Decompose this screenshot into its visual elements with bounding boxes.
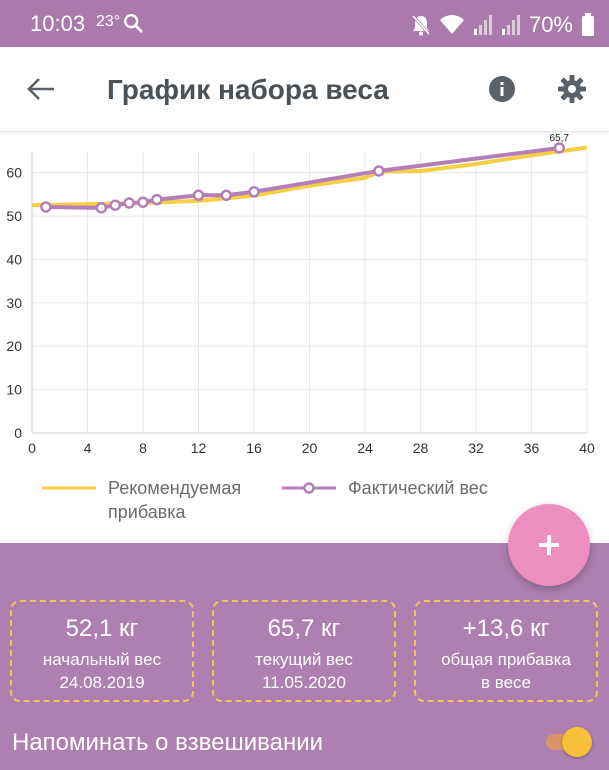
- arrow-left-icon[interactable]: [24, 72, 58, 106]
- last-point-label: 65,7: [550, 133, 570, 144]
- y-tick-label: 50: [6, 208, 22, 224]
- data-point-actual: [40, 201, 52, 213]
- app-bar: График набора веса: [0, 47, 609, 132]
- signal-icon: [473, 15, 492, 35]
- x-tick-label: 16: [246, 440, 262, 456]
- x-tick-label: 0: [28, 440, 36, 456]
- battery-percent: 70%: [528, 12, 573, 37]
- data-point-actual: [137, 196, 149, 208]
- data-point-actual: [95, 202, 108, 214]
- y-tick-label: 10: [6, 382, 22, 398]
- x-tick-label: 4: [84, 440, 92, 456]
- legend-label-actual: Фактический вес: [348, 478, 488, 498]
- x-tick-label: 12: [191, 440, 207, 456]
- current-weight-label: текущий вес: [255, 650, 353, 669]
- total-gain-label-line2: в весе: [480, 673, 531, 692]
- data-point-actual: [151, 193, 163, 206]
- x-tick-label: 36: [524, 440, 540, 456]
- stat-card-gain: +13,6 кг общая прибавка в весе: [414, 600, 598, 702]
- start-weight-value: 52,1 кг: [65, 615, 139, 642]
- status-icons: 70%: [411, 12, 595, 38]
- signal-icon: [501, 15, 520, 35]
- mute-icon: [411, 15, 431, 36]
- chart-legend: Рекомендуемая прибавка Фактический вес: [0, 476, 609, 536]
- toggle-knob: [562, 727, 592, 757]
- legend-label-recommended-line1: Рекомендуемая: [108, 478, 242, 498]
- current-weight-value: 65,7 кг: [267, 615, 341, 642]
- add-weight-button[interactable]: [508, 504, 590, 586]
- series-line-recommended: [31, 145, 588, 208]
- weight-chart-svg: 0 4 8 12 16 20 24 28 32 36 40 0 10 20 30 40 50 60 65,7: [6, 133, 595, 456]
- y-tick-label: 30: [6, 295, 22, 311]
- status-bar: 10:03 23° 70%: [0, 0, 609, 47]
- data-point-actual: [123, 197, 135, 209]
- legend-item-recommended: Рекомендуемая прибавка: [42, 476, 241, 524]
- gear-icon[interactable]: [556, 73, 588, 105]
- wifi-icon: [439, 15, 464, 34]
- legend-label-recommended-line2: прибавка: [108, 502, 186, 522]
- x-tick-label: 8: [139, 440, 147, 456]
- search-icon: [124, 14, 143, 33]
- stat-card-start: 52,1 кг начальный вес 24.08.2019: [10, 600, 194, 702]
- x-tick-label: 20: [302, 440, 318, 456]
- x-tick-label: 28: [413, 440, 429, 456]
- x-tick-label: 24: [357, 440, 373, 456]
- data-point-actual: [373, 165, 385, 177]
- legend-item-actual: Фактический вес: [282, 476, 488, 500]
- data-point-actual: [109, 199, 121, 211]
- x-tick-label: 32: [468, 440, 484, 456]
- data-point-actual: [248, 186, 260, 198]
- data-point-actual: [220, 189, 232, 202]
- summary-panel: 52,1 кг начальный вес 24.08.2019 65,7 кг…: [0, 543, 609, 770]
- battery-icon: [582, 13, 594, 36]
- total-gain-value: +13,6 кг: [462, 615, 550, 642]
- status-temperature: 23°: [96, 13, 121, 30]
- start-weight-date: 24.08.2019: [59, 673, 145, 692]
- start-weight-label: начальный вес: [42, 650, 162, 669]
- weigh-reminder-toggle[interactable]: [544, 727, 594, 757]
- y-tick-label: 40: [6, 251, 22, 267]
- x-tick-label: 40: [579, 440, 595, 456]
- page-title: График набора веса: [107, 74, 389, 105]
- legend-label-recommended: Рекомендуемая прибавка: [108, 476, 241, 524]
- total-gain-label: общая прибавка: [441, 650, 571, 669]
- y-tick-label: 0: [14, 425, 22, 441]
- legend-line-recommended: [42, 486, 96, 490]
- data-point-actual: [553, 142, 565, 154]
- current-weight-date: 11.05.2020: [262, 673, 346, 692]
- weight-chart: 0 4 8 12 16 20 24 28 32 36 40 0 10 20 30 40 50 60 65,7: [0, 133, 609, 543]
- y-tick-label: 20: [6, 338, 22, 354]
- info-icon[interactable]: [486, 73, 518, 105]
- plus-icon: [539, 535, 559, 555]
- y-tick-label: 60: [6, 165, 22, 181]
- data-point-actual: [192, 189, 205, 202]
- legend-line-actual: [282, 482, 336, 494]
- status-time: 10:03: [30, 11, 86, 36]
- series-line-actual: [45, 145, 560, 210]
- stat-card-current: 65,7 кг текущий вес 11.05.2020: [212, 600, 396, 702]
- weigh-reminder-label: Напоминать о взвешивании: [12, 729, 324, 756]
